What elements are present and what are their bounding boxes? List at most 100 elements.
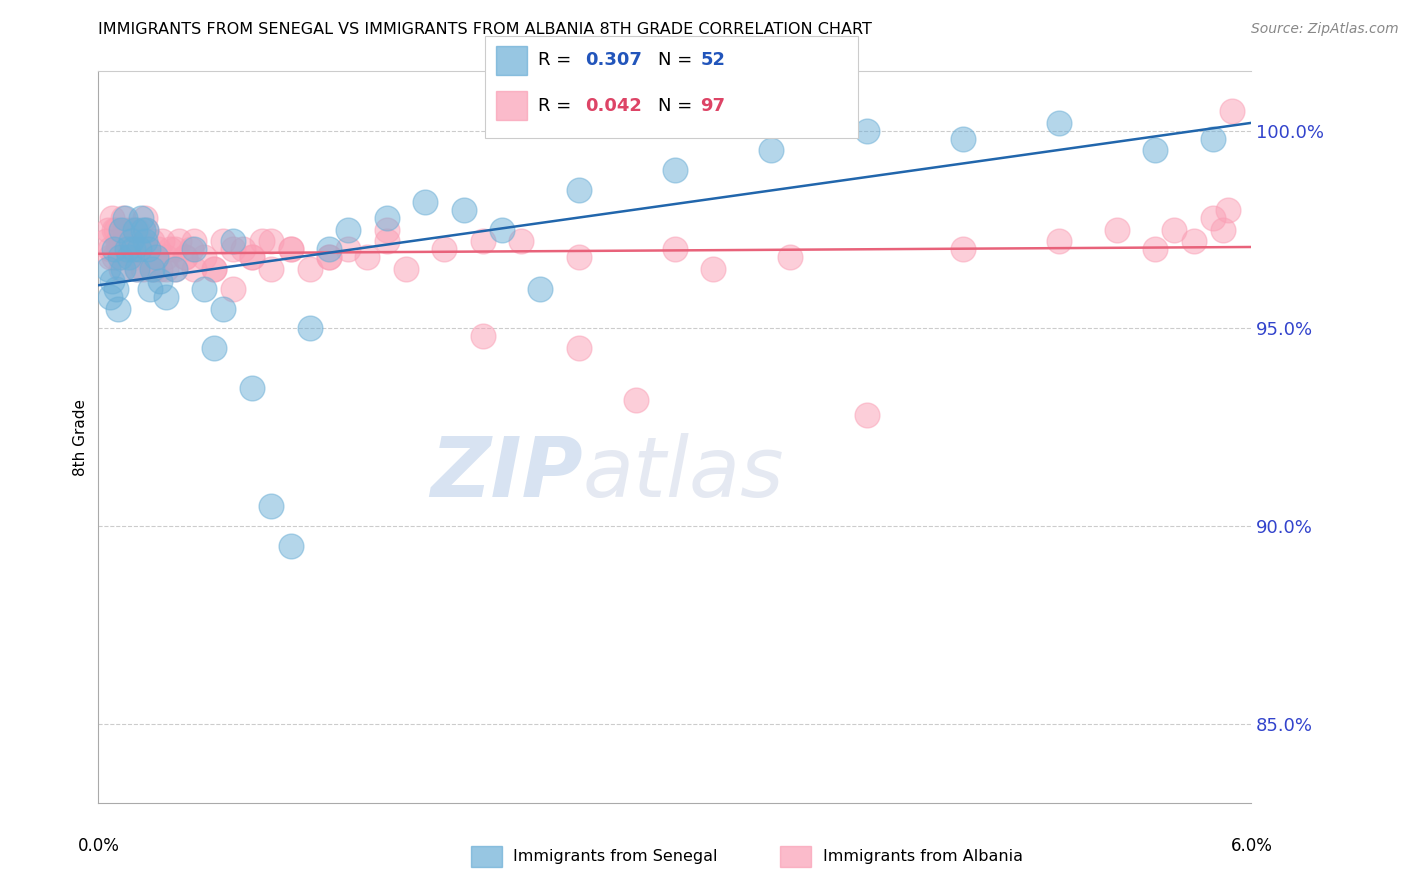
Point: [103, 222, 125, 236]
Point: [114, 211, 136, 225]
Point: [135, 222, 157, 236]
Text: 97: 97: [700, 96, 725, 114]
Point: [1105, 222, 1128, 236]
Text: Source: ZipAtlas.com: Source: ZipAtlas.com: [1251, 22, 1399, 37]
Point: [664, 242, 686, 256]
Point: [395, 262, 418, 277]
Point: [110, 262, 132, 277]
Point: [529, 282, 551, 296]
Point: [471, 329, 494, 343]
Point: [626, 392, 648, 407]
Point: [510, 235, 533, 249]
Point: [138, 242, 160, 256]
Point: [202, 341, 225, 355]
Point: [101, 211, 124, 225]
Point: [145, 250, 167, 264]
Point: [471, 235, 494, 249]
Text: 6.0%: 6.0%: [1230, 837, 1272, 855]
Point: [1163, 222, 1185, 236]
Point: [110, 222, 132, 236]
Text: 0.0%: 0.0%: [77, 837, 120, 855]
Point: [260, 262, 283, 277]
Point: [129, 235, 152, 249]
Point: [212, 235, 235, 249]
Point: [240, 250, 263, 264]
Point: [250, 235, 273, 249]
Point: [103, 250, 125, 264]
Point: [202, 262, 225, 277]
Point: [1202, 211, 1225, 225]
Point: [145, 250, 167, 264]
Point: [260, 235, 283, 249]
Point: [155, 250, 177, 264]
Point: [759, 144, 782, 158]
Point: [134, 235, 156, 249]
Point: [134, 211, 156, 225]
Point: [174, 250, 197, 264]
Point: [779, 250, 801, 264]
Point: [143, 262, 166, 277]
Text: Immigrants from Senegal: Immigrants from Senegal: [513, 849, 717, 863]
Point: [118, 242, 141, 256]
Point: [433, 242, 456, 256]
Point: [128, 242, 150, 256]
Point: [318, 242, 340, 256]
Point: [104, 222, 127, 236]
Point: [110, 250, 132, 264]
Text: 0.042: 0.042: [585, 96, 641, 114]
Point: [165, 262, 187, 277]
Point: [145, 250, 167, 264]
Point: [94, 235, 117, 249]
Point: [183, 262, 205, 277]
Point: [120, 222, 142, 236]
Point: [150, 235, 173, 249]
Point: [98, 290, 121, 304]
Point: [149, 274, 172, 288]
Point: [222, 235, 245, 249]
Point: [146, 242, 169, 256]
Point: [280, 539, 302, 553]
Point: [568, 183, 591, 197]
Point: [260, 500, 283, 514]
Text: R =: R =: [538, 52, 578, 70]
Point: [159, 242, 181, 256]
Point: [104, 282, 127, 296]
Point: [107, 301, 129, 316]
Point: [129, 211, 152, 225]
Point: [280, 242, 302, 256]
Point: [101, 274, 124, 288]
Point: [337, 222, 360, 236]
Text: 0.307: 0.307: [585, 52, 641, 70]
Point: [167, 235, 190, 249]
Point: [108, 250, 131, 264]
Point: [180, 242, 202, 256]
Point: [114, 222, 136, 236]
Text: atlas: atlas: [582, 434, 785, 514]
Point: [1047, 116, 1070, 130]
Point: [375, 222, 398, 236]
Point: [107, 235, 129, 249]
Point: [356, 250, 378, 264]
Point: [222, 282, 245, 296]
Point: [155, 290, 177, 304]
Point: [298, 321, 321, 335]
Text: ZIP: ZIP: [430, 434, 582, 514]
Text: N =: N =: [658, 52, 697, 70]
Point: [318, 250, 340, 264]
Point: [103, 242, 125, 256]
Point: [107, 242, 129, 256]
Point: [298, 262, 321, 277]
Point: [112, 262, 135, 277]
Point: [568, 250, 591, 264]
Point: [491, 222, 513, 236]
Point: [413, 194, 436, 209]
Point: [122, 242, 145, 256]
Point: [1218, 202, 1240, 217]
Point: [193, 250, 215, 264]
Point: [131, 262, 153, 277]
Point: [129, 242, 152, 256]
Point: [125, 262, 148, 277]
Point: [124, 250, 146, 264]
Text: 52: 52: [700, 52, 725, 70]
Point: [856, 409, 879, 423]
